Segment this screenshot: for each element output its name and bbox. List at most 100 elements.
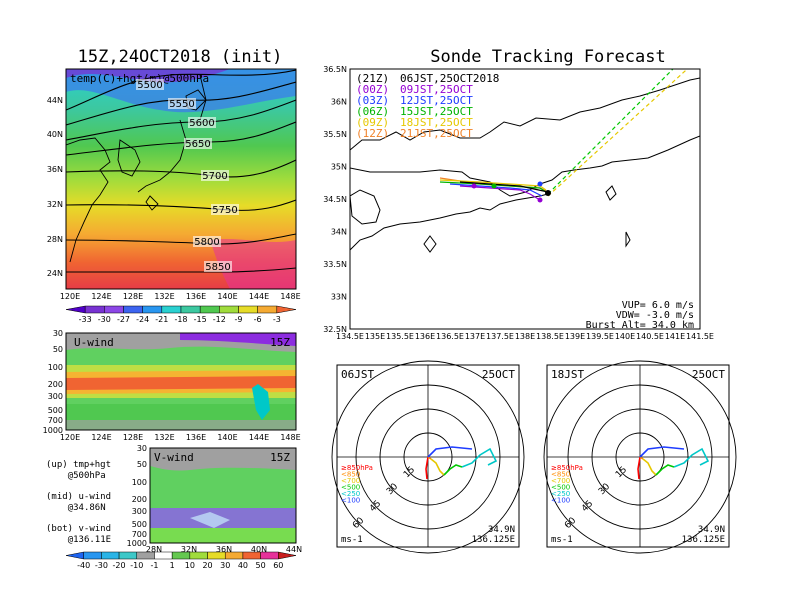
lon-tick-label: 137E bbox=[465, 332, 485, 341]
hodograph-trace bbox=[427, 446, 473, 458]
colorbar-label: -27 bbox=[117, 315, 130, 324]
tracking-title: Sonde Tracking Forecast bbox=[430, 47, 665, 67]
note-upper-line1: (up) tmp+hgt bbox=[46, 460, 112, 470]
pressure-tick-label: 1000 bbox=[127, 539, 147, 548]
lon-tick-label: 140E bbox=[217, 433, 237, 442]
colorbar-label: -18 bbox=[174, 315, 187, 324]
colorbar-swatch bbox=[219, 305, 239, 314]
hodograph-unit: ms-1 bbox=[341, 535, 363, 545]
colorbar-label: -30 bbox=[95, 561, 108, 570]
pressure-tick-label: 300 bbox=[48, 392, 63, 401]
colorbar-label: 20 bbox=[202, 561, 212, 570]
lat-tick-label: 28N bbox=[146, 545, 162, 554]
colorbar-swatch bbox=[65, 551, 84, 560]
hodograph-time: 06JST bbox=[341, 368, 374, 381]
hodograph-date: 25OCT bbox=[482, 368, 515, 381]
vup-text: VUP= 6.0 m/s bbox=[622, 300, 694, 311]
lon-tick-label: 148E bbox=[280, 433, 300, 442]
colorbar-label: 60 bbox=[273, 561, 283, 570]
lon-tick-label: 128E bbox=[123, 433, 143, 442]
lat-tick-label: 33.5N bbox=[323, 260, 347, 269]
hodograph-legend-entry: <850 bbox=[341, 471, 360, 479]
colorbar-label: 1 bbox=[170, 561, 175, 570]
lon-tick-label: 140.5E bbox=[636, 332, 664, 341]
note-upper: (up) tmp+hgt @500hPa bbox=[46, 460, 111, 482]
colorbar-label: -10 bbox=[130, 561, 143, 570]
colorbar-swatch bbox=[257, 305, 278, 314]
lon-tick-label: 135E bbox=[365, 332, 385, 341]
lat-tick-label: 44N bbox=[286, 545, 302, 554]
colorbar-swatch bbox=[224, 551, 244, 560]
pressure-tick-label: 200 bbox=[132, 495, 147, 504]
note-upper-line2: @500hPa bbox=[67, 471, 106, 481]
contour-label-bg bbox=[168, 98, 196, 109]
v-panel-time: 15Z bbox=[270, 451, 290, 464]
lon-tick-label: 138E bbox=[515, 332, 535, 341]
colorbar-label: -33 bbox=[79, 315, 92, 324]
hodograph-lon: 136.125E bbox=[472, 535, 515, 545]
contour-label: 5600 bbox=[189, 118, 214, 129]
hodograph-ring bbox=[543, 360, 737, 554]
vdw-text: VDW= -3.0 m/s bbox=[616, 310, 694, 321]
lon-tick-label: 135.5E bbox=[386, 332, 414, 341]
hodograph-legend-entry: <100 bbox=[551, 497, 570, 505]
colorbar-swatch bbox=[161, 305, 182, 314]
colorbar-swatch bbox=[123, 305, 143, 314]
lat-tick-label: 36.5N bbox=[323, 65, 347, 74]
hodograph-trace bbox=[673, 447, 710, 468]
colorbar-swatch bbox=[180, 305, 201, 314]
pressure-tick-label: 700 bbox=[132, 530, 147, 539]
lon-tick-label: 138.5E bbox=[536, 332, 564, 341]
pressure-tick-label: 100 bbox=[48, 363, 63, 372]
colorbar-swatch bbox=[207, 551, 226, 560]
lon-tick-label: 132E bbox=[154, 433, 174, 442]
contour-label-bg bbox=[211, 204, 239, 215]
lon-tick-label: 124E bbox=[91, 433, 111, 442]
main-title: 15Z,24OCT2018 (init) bbox=[78, 47, 283, 67]
note-bottom-line1: (bot) v-wind bbox=[46, 524, 112, 534]
lon-tick-label: 139E bbox=[565, 332, 585, 341]
hodograph-legend-entry: <700 bbox=[551, 477, 570, 485]
contour-label: 5850 bbox=[205, 262, 230, 273]
note-middle-line2: @34.86N bbox=[67, 503, 106, 513]
lon-tick-label: 136E bbox=[415, 332, 435, 341]
colorbar-label: 40 bbox=[238, 561, 248, 570]
lat-tick-label: 36N bbox=[216, 545, 232, 554]
launch-time-utc: (03Z) bbox=[356, 94, 389, 107]
u-panel-time: 15Z bbox=[270, 336, 290, 349]
colorbar-label: 30 bbox=[220, 561, 230, 570]
lat-tick-label: 36N bbox=[331, 98, 347, 107]
colorbar-label: -15 bbox=[194, 315, 207, 324]
lat-tick-label: 40N bbox=[47, 130, 63, 139]
hodograph-legend-entry: <850 bbox=[551, 471, 570, 479]
wind-colorbar: -40 -30 -20 -10 -1 1 10 20 30 40 50 60 bbox=[65, 551, 297, 570]
contour-label-bg bbox=[193, 236, 221, 247]
lon-tick-label: 140E bbox=[217, 292, 237, 301]
lat-tick-label: 36N bbox=[47, 165, 63, 174]
contour-label: 5500 bbox=[137, 80, 162, 91]
hodograph-legend-entry: <700 bbox=[341, 477, 360, 485]
colorbar-swatch bbox=[238, 305, 258, 314]
hodograph-trace bbox=[443, 464, 463, 476]
hodograph-legend-entry: <250 bbox=[341, 490, 360, 498]
colorbar-swatch bbox=[260, 551, 279, 560]
hodograph-time: 18JST bbox=[551, 368, 584, 381]
lon-tick-label: 120E bbox=[60, 292, 80, 301]
lon-tick-label: 136E bbox=[186, 292, 206, 301]
launch-time-jst: 12JST,25OCT bbox=[400, 94, 473, 107]
lat-tick-label: 34.5N bbox=[323, 195, 347, 204]
pressure-tick-label: 50 bbox=[53, 345, 63, 354]
note-middle: (mid) u-wind @34.86N bbox=[46, 492, 111, 514]
pressure-tick-label: 500 bbox=[132, 520, 147, 529]
lon-tick-label: 144E bbox=[249, 433, 269, 442]
colorbar-swatch bbox=[65, 305, 86, 314]
colorbar-label: -21 bbox=[155, 315, 168, 324]
pressure-tick-label: 1000 bbox=[43, 426, 63, 435]
colorbar-swatch bbox=[242, 551, 261, 560]
pressure-tick-label: 500 bbox=[48, 406, 63, 415]
launch-time-utc: (09Z) bbox=[356, 116, 389, 129]
contour-label: 5550 bbox=[169, 99, 194, 110]
tracking-map: (21Z) 06JST,25OCT2018 (00Z) 09JST,25OCT (03Z… bbox=[323, 65, 714, 341]
